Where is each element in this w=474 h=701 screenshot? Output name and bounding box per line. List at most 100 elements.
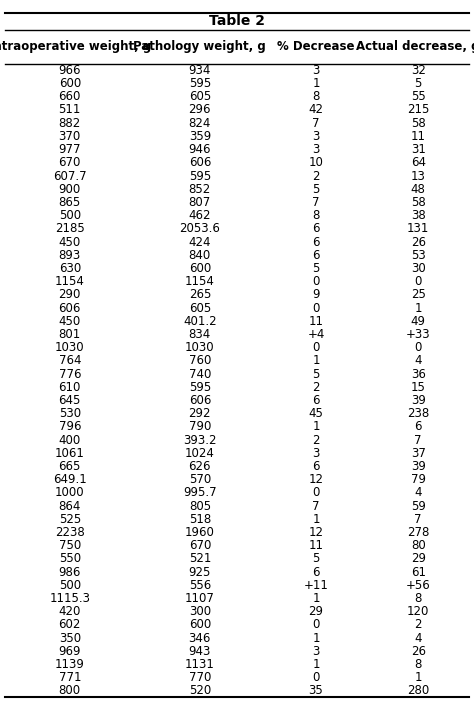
Text: 38: 38 (411, 209, 426, 222)
Text: 4: 4 (414, 354, 422, 367)
Text: 864: 864 (59, 500, 81, 512)
Text: % Decrease: % Decrease (277, 41, 355, 53)
Text: 2: 2 (312, 381, 320, 394)
Text: 0: 0 (414, 341, 422, 354)
Text: +11: +11 (303, 579, 328, 592)
Text: 764: 764 (58, 354, 81, 367)
Text: 530: 530 (59, 407, 81, 420)
Text: 1154: 1154 (55, 275, 85, 288)
Text: 80: 80 (411, 539, 426, 552)
Text: 29: 29 (309, 605, 323, 618)
Text: 1107: 1107 (185, 592, 215, 605)
Text: 7: 7 (312, 116, 320, 130)
Text: 3: 3 (312, 447, 319, 460)
Text: 49: 49 (410, 315, 426, 328)
Text: 518: 518 (189, 512, 211, 526)
Text: 26: 26 (410, 236, 426, 249)
Text: 4: 4 (414, 486, 422, 499)
Text: 606: 606 (189, 156, 211, 170)
Text: 750: 750 (59, 539, 81, 552)
Text: 0: 0 (312, 341, 319, 354)
Text: 840: 840 (189, 249, 211, 261)
Text: 265: 265 (189, 288, 211, 301)
Text: Actual decrease, g: Actual decrease, g (356, 41, 474, 53)
Text: 6: 6 (312, 460, 320, 473)
Text: 649.1: 649.1 (53, 473, 87, 486)
Text: 131: 131 (407, 222, 429, 236)
Text: 238: 238 (407, 407, 429, 420)
Text: 42: 42 (309, 104, 323, 116)
Text: 1154: 1154 (185, 275, 215, 288)
Text: 521: 521 (189, 552, 211, 566)
Text: 630: 630 (59, 262, 81, 275)
Text: 2238: 2238 (55, 526, 85, 539)
Text: 424: 424 (189, 236, 211, 249)
Text: 8: 8 (414, 592, 422, 605)
Text: 10: 10 (309, 156, 323, 170)
Text: 359: 359 (189, 130, 211, 143)
Text: 626: 626 (189, 460, 211, 473)
Text: 771: 771 (58, 671, 81, 684)
Text: 11: 11 (410, 130, 426, 143)
Text: 824: 824 (189, 116, 211, 130)
Text: 393.2: 393.2 (183, 433, 217, 447)
Text: 3: 3 (312, 645, 319, 658)
Text: 500: 500 (59, 209, 81, 222)
Text: Intraoperative weight, g: Intraoperative weight, g (0, 41, 151, 53)
Text: 0: 0 (312, 301, 319, 315)
Text: 790: 790 (189, 421, 211, 433)
Text: 660: 660 (59, 90, 81, 103)
Text: 1030: 1030 (55, 341, 84, 354)
Text: 55: 55 (411, 90, 426, 103)
Text: 995.7: 995.7 (183, 486, 217, 499)
Text: 760: 760 (189, 354, 211, 367)
Text: 1: 1 (312, 77, 320, 90)
Text: 550: 550 (59, 552, 81, 566)
Text: 1131: 1131 (185, 658, 215, 671)
Text: 7: 7 (312, 196, 320, 209)
Text: +4: +4 (307, 328, 325, 341)
Text: 2: 2 (414, 618, 422, 632)
Text: 605: 605 (189, 301, 211, 315)
Text: 776: 776 (58, 367, 81, 381)
Text: 600: 600 (189, 618, 211, 632)
Text: 61: 61 (410, 566, 426, 578)
Text: 1000: 1000 (55, 486, 84, 499)
Text: 1139: 1139 (55, 658, 85, 671)
Text: 969: 969 (58, 645, 81, 658)
Text: +33: +33 (406, 328, 430, 341)
Text: 5: 5 (312, 262, 319, 275)
Text: 807: 807 (189, 196, 211, 209)
Text: 865: 865 (59, 196, 81, 209)
Text: 39: 39 (411, 394, 426, 407)
Text: 670: 670 (59, 156, 81, 170)
Text: 610: 610 (59, 381, 81, 394)
Text: 35: 35 (309, 684, 323, 697)
Text: 9: 9 (312, 288, 320, 301)
Text: 64: 64 (410, 156, 426, 170)
Text: 7: 7 (414, 433, 422, 447)
Text: 59: 59 (411, 500, 426, 512)
Text: 4: 4 (414, 632, 422, 645)
Text: 800: 800 (59, 684, 81, 697)
Text: 943: 943 (189, 645, 211, 658)
Text: 6: 6 (312, 566, 320, 578)
Text: 48: 48 (411, 183, 426, 196)
Text: 7: 7 (414, 512, 422, 526)
Text: 450: 450 (59, 315, 81, 328)
Text: 600: 600 (189, 262, 211, 275)
Text: 900: 900 (59, 183, 81, 196)
Text: 977: 977 (58, 143, 81, 156)
Text: 215: 215 (407, 104, 429, 116)
Text: 6: 6 (414, 421, 422, 433)
Text: 966: 966 (58, 64, 81, 77)
Text: 1: 1 (312, 421, 320, 433)
Text: 12: 12 (309, 526, 323, 539)
Text: 520: 520 (189, 684, 211, 697)
Text: 6: 6 (312, 222, 320, 236)
Text: 58: 58 (411, 116, 426, 130)
Text: 665: 665 (59, 460, 81, 473)
Text: 300: 300 (189, 605, 211, 618)
Text: 986: 986 (59, 566, 81, 578)
Text: 30: 30 (411, 262, 426, 275)
